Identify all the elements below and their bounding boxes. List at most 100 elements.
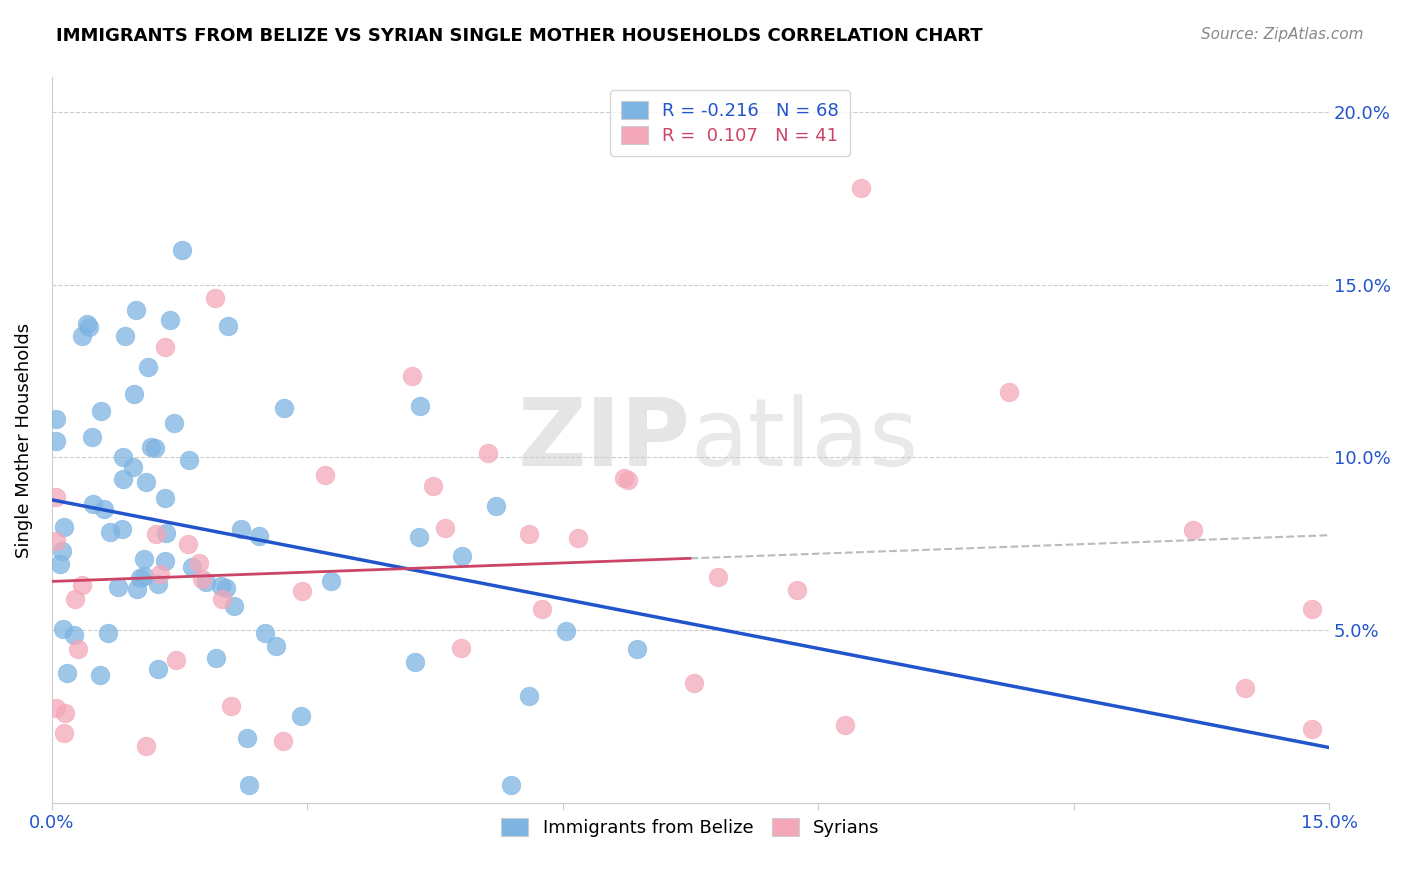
Text: atlas: atlas [690,394,918,486]
Point [63,592,86,607]
Point [97,625,120,640]
Point [80,430,103,444]
Point [98,524,121,539]
Point [82,497,104,511]
Point [1301,602,1323,616]
Point [49,557,72,571]
Point [77,320,100,334]
Point [401,369,423,384]
Point [143,442,166,456]
Point [51,543,73,558]
Point [224,599,246,613]
Point [998,384,1021,399]
Point [162,417,184,431]
Point [122,460,145,475]
Point [146,662,169,676]
Point [134,568,156,582]
Point [141,440,163,454]
Point [205,650,228,665]
Y-axis label: Single Mother Households: Single Mother Households [15,322,32,558]
Point [111,472,134,486]
Point [433,521,456,535]
Point [683,676,706,690]
Point [231,522,253,536]
Point [291,584,314,599]
Point [188,557,211,571]
Point [66,641,89,656]
Point [107,580,129,594]
Point [153,491,176,505]
Point [114,329,136,343]
Point [179,452,201,467]
Point [112,450,135,464]
Point [45,412,67,426]
Point [290,709,312,723]
Point [786,582,808,597]
Point [135,475,157,489]
Point [72,329,94,343]
Point [319,574,342,588]
Point [45,434,67,448]
Point [191,573,214,587]
Point [122,387,145,401]
Point [181,559,204,574]
Point [554,624,576,638]
Point [149,566,172,581]
Point [567,532,589,546]
Point [209,579,232,593]
Point [110,522,132,536]
Point [138,359,160,374]
Point [253,626,276,640]
Point [45,701,67,715]
Point [204,291,226,305]
Point [404,655,426,669]
Point [45,533,67,548]
Point [132,552,155,566]
Point [422,479,444,493]
Point [264,639,287,653]
Point [52,520,75,534]
Point [273,401,295,416]
Point [247,529,270,543]
Point [215,581,238,595]
Point [271,734,294,748]
Point [517,527,540,541]
Point [145,526,167,541]
Point [517,689,540,703]
Point [90,404,112,418]
Point [148,577,170,591]
Point [76,317,98,331]
Point [129,571,152,585]
Point [849,181,872,195]
Point [125,302,148,317]
Point [450,640,472,655]
Point [211,592,233,607]
Point [707,570,730,584]
Point [617,473,640,487]
Point [159,312,181,326]
Point [55,666,77,681]
Point [485,499,508,513]
Point [176,537,198,551]
Point [626,641,648,656]
Point [477,445,499,459]
Point [613,471,636,485]
Point [62,628,84,642]
Point [834,718,856,732]
Point [155,554,177,568]
Point [165,653,187,667]
Point [217,318,239,333]
Point [314,468,336,483]
Text: IMMIGRANTS FROM BELIZE VS SYRIAN SINGLE MOTHER HOUSEHOLDS CORRELATION CHART: IMMIGRANTS FROM BELIZE VS SYRIAN SINGLE … [56,27,983,45]
Point [409,399,432,413]
Point [135,739,157,753]
Point [45,490,67,504]
Point [55,706,77,720]
Point [125,582,148,596]
Point [1234,681,1257,695]
Point [53,725,76,739]
Point [89,668,111,682]
Text: ZIP: ZIP [517,394,690,486]
Point [235,731,257,746]
Point [219,699,242,714]
